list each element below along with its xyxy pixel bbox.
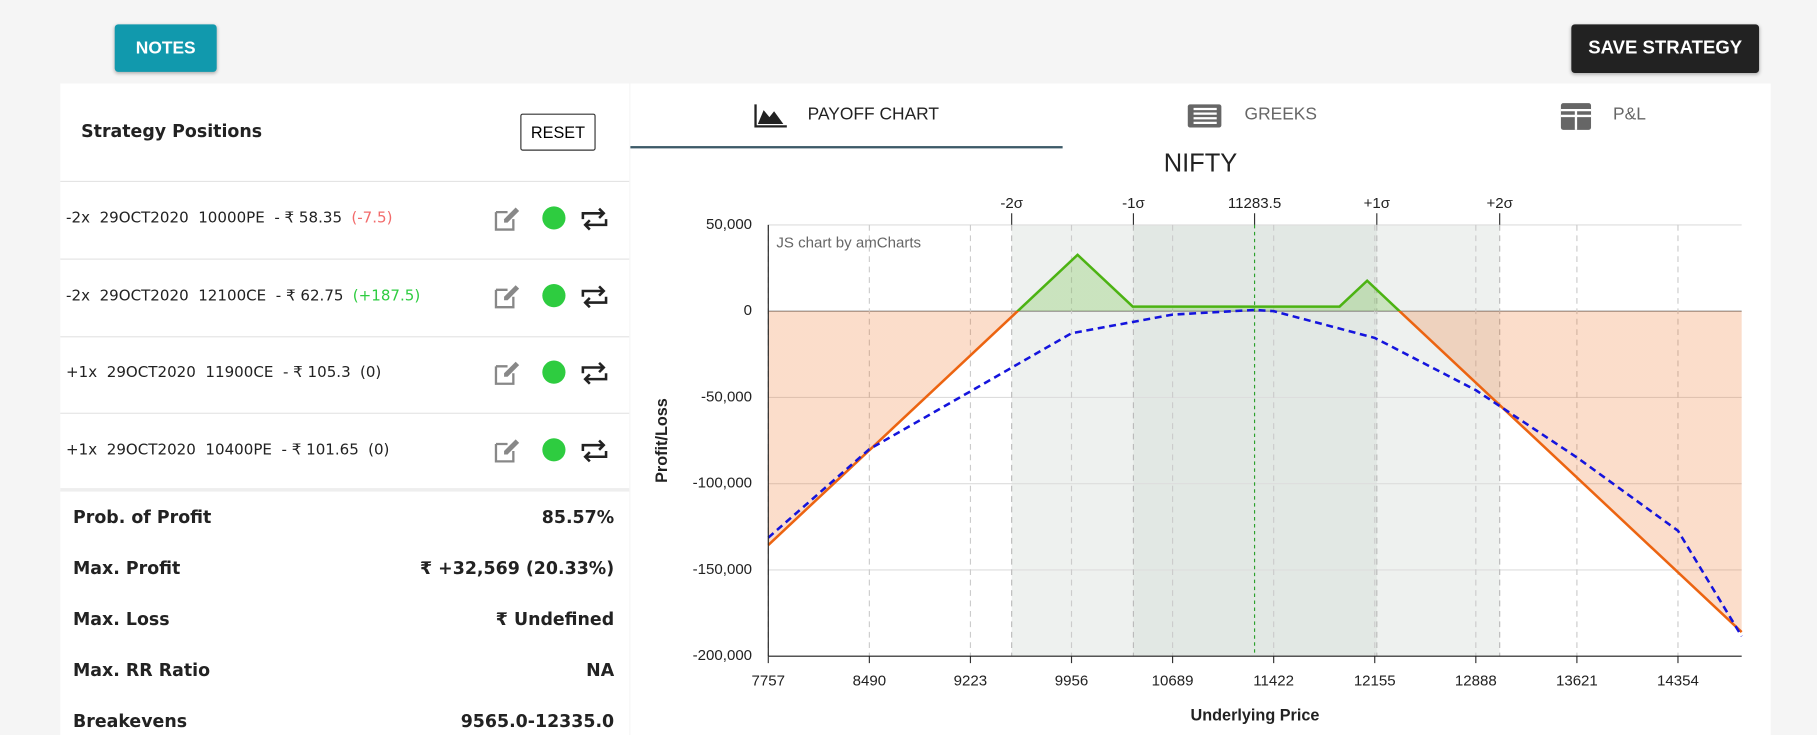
position-row: +1x 29OCT2020 10400PE - ₹ 101.65 (0) <box>60 413 630 491</box>
pnl-icon <box>1560 103 1592 130</box>
position-row: -2x 29OCT2020 12100CE - ₹ 62.75 (+187.5) <box>60 259 630 337</box>
divider <box>60 488 630 492</box>
x-axis-label: Underlying Price <box>1191 707 1320 725</box>
watermark: JS chart by amCharts <box>776 234 921 251</box>
edit-icon[interactable] <box>494 283 522 309</box>
top-tick-label: 11283.5 <box>1228 195 1281 212</box>
y-axis-label: Profit/Loss <box>653 398 671 483</box>
status-dot[interactable] <box>541 359 566 385</box>
x-tick-label: 14354 <box>1657 673 1699 690</box>
top-tick-label: -1σ <box>1122 195 1145 212</box>
status-dot[interactable] <box>541 205 566 231</box>
position-change: (-7.5) <box>351 209 393 228</box>
position-label: +1x 29OCT2020 10400PE - ₹ 101.65 <box>66 441 359 459</box>
position-change: (0) <box>359 364 382 382</box>
position-label: -2x 29OCT2020 12100CE - ₹ 62.75 <box>66 286 344 305</box>
x-tick-label: 11422 <box>1253 673 1294 690</box>
y-tick-label: 50,000 <box>706 216 752 233</box>
top-tick-label: +1σ <box>1364 195 1391 212</box>
active-tab-underline <box>630 146 1063 149</box>
tab[interactable]: GREEKS <box>1244 104 1318 125</box>
swap-icon[interactable] <box>579 439 609 462</box>
stat-row: Breakevens 9565.0-12335.0 <box>73 711 614 732</box>
swap-icon[interactable] <box>579 361 609 385</box>
y-tick-label: 0 <box>744 302 752 319</box>
stat-row: Max. RR Ratio NA <box>73 660 614 681</box>
position-change: (0) <box>368 441 390 459</box>
x-tick-label: 13621 <box>1556 673 1598 690</box>
stat-value: 9565.0-12335.0 <box>460 710 615 732</box>
payoff-icon <box>754 104 787 128</box>
x-tick-label: 12155 <box>1354 673 1396 690</box>
edit-icon[interactable] <box>494 361 522 387</box>
stat-label: Breakevens <box>73 710 188 732</box>
tab[interactable]: P&L <box>1613 104 1646 125</box>
positions-panel <box>60 83 630 735</box>
position-label: +1x 29OCT2020 11900CE - ₹ 105.3 <box>66 364 351 382</box>
stat-label: Max. RR Ratio <box>73 659 211 681</box>
tab[interactable]: PAYOFF CHART <box>807 104 940 125</box>
y-tick-label: -50,000 <box>701 388 752 405</box>
stat-label: Max. Profit <box>73 557 181 579</box>
divider <box>60 180 630 183</box>
x-tick-label: 9223 <box>954 673 987 690</box>
stat-value: ₹ +32,569 (20.33%) <box>420 557 615 579</box>
position-text: +1x 29OCT2020 10400PE - ₹ 101.65 (0) <box>66 441 389 458</box>
position-row: +1x 29OCT2020 11900CE - ₹ 105.3 (0) <box>60 336 630 414</box>
swap-icon[interactable] <box>579 207 609 231</box>
x-tick-label: 7757 <box>752 673 785 690</box>
notes-button[interactable]: NOTES <box>114 24 217 72</box>
reset-button[interactable]: RESET <box>520 113 596 151</box>
expiry-payoff-line <box>767 253 1743 634</box>
stat-row: Prob. of Profit 85.57% <box>73 507 614 528</box>
save-strategy-button[interactable]: SAVE STRATEGY <box>1571 24 1760 74</box>
chart-title: NIFTY <box>1164 149 1238 177</box>
positions-title: Strategy Positions <box>81 120 263 142</box>
x-tick-label: 12888 <box>1455 673 1497 690</box>
position-change: (+187.5) <box>352 286 421 305</box>
edit-icon[interactable] <box>494 438 522 464</box>
stat-row: Max. Loss ₹ Undefined <box>73 609 614 630</box>
stat-label: Prob. of Profit <box>73 506 212 528</box>
x-tick-label: 8490 <box>853 673 886 690</box>
top-tick-label: -2σ <box>1000 195 1023 212</box>
x-tick-label: 9956 <box>1055 673 1088 690</box>
position-label: -2x 29OCT2020 10000PE - ₹ 58.35 <box>66 209 343 228</box>
current-payoff-line <box>767 308 1743 637</box>
y-tick-label: -150,000 <box>693 561 752 578</box>
stat-value: 85.57% <box>541 506 615 528</box>
stat-value: NA <box>586 659 615 681</box>
stat-row: Max. Profit ₹ +32,569 (20.33%) <box>73 558 614 579</box>
edit-icon[interactable] <box>494 206 522 232</box>
top-tick-label: +2σ <box>1486 195 1513 212</box>
position-text: +1x 29OCT2020 11900CE - ₹ 105.3 (0) <box>66 364 381 381</box>
position-row: -2x 29OCT2020 10000PE - ₹ 58.35 (-7.5) <box>60 182 630 260</box>
status-dot[interactable] <box>541 282 566 308</box>
stat-label: Max. Loss <box>73 608 170 630</box>
y-tick-label: -100,000 <box>693 475 752 492</box>
payoff-chart: NIFTY Underlying Price Profit/Loss -200,… <box>653 149 1743 725</box>
status-dot[interactable] <box>541 436 566 462</box>
swap-icon[interactable] <box>579 284 609 308</box>
greeks-icon <box>1187 104 1222 128</box>
position-text: -2x 29OCT2020 10000PE - ₹ 58.35 (-7.5) <box>66 210 392 227</box>
stat-value: ₹ Undefined <box>495 608 615 630</box>
position-text: -2x 29OCT2020 12100CE - ₹ 62.75 (+187.5) <box>66 287 420 304</box>
y-tick-label: -200,000 <box>693 647 752 664</box>
x-tick-label: 10689 <box>1152 673 1194 690</box>
payoff-area <box>768 254 1742 633</box>
